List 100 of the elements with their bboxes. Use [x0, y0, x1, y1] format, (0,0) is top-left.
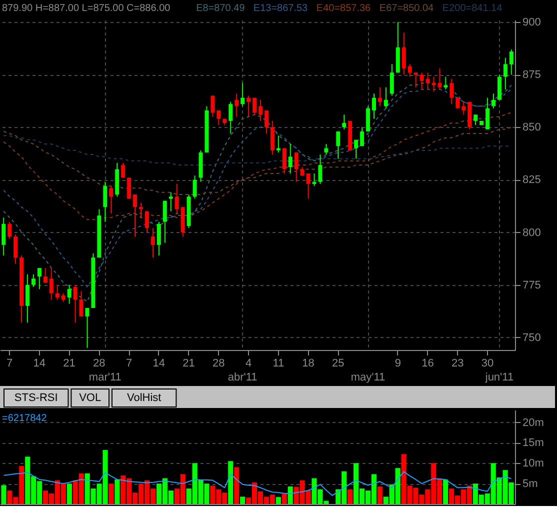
bar: [288, 486, 293, 504]
candlestick: [408, 64, 412, 78]
candlestick: [503, 57, 508, 90]
candlestick: [324, 144, 328, 156]
candlestick: [282, 148, 286, 174]
candlestick: [306, 172, 310, 200]
text: VOL: [79, 392, 102, 404]
x-tick-label: 9: [394, 358, 401, 370]
bar: [66, 484, 72, 504]
y-tick-label: 10m: [522, 458, 544, 470]
y-tick-label: 825: [522, 174, 541, 186]
bar: [276, 497, 281, 504]
candlestick: [509, 48, 514, 76]
candlestick: [67, 284, 72, 304]
candlestick: [360, 126, 364, 147]
candlestick: [378, 86, 382, 107]
candlestick: [210, 95, 215, 118]
candlestick: [372, 93, 376, 120]
candlestick: [144, 210, 149, 233]
candlestick: [294, 152, 298, 182]
candlestick: [450, 78, 454, 105]
x-tick-label: 23: [452, 358, 464, 370]
candlestick: [491, 93, 496, 109]
x-tick-label: mar'11: [88, 372, 122, 384]
text: E8=870.49: [196, 3, 246, 14]
candlestick: [426, 72, 430, 90]
candlestick: [390, 64, 394, 96]
candlestick: [121, 162, 126, 178]
candlestick: [264, 110, 268, 134]
candlestick: [258, 99, 262, 122]
candlestick: [31, 274, 36, 288]
x-tick-label: 21: [63, 358, 76, 370]
x-tick-label: abr'11: [228, 372, 258, 384]
y-tick-label: 750: [522, 332, 541, 344]
candlestick: [336, 130, 340, 160]
candlestick: [25, 274, 30, 324]
x-tick-label: 25: [332, 358, 344, 370]
candlestick: [270, 120, 274, 156]
candlestick: [474, 114, 478, 126]
candlestick: [444, 76, 448, 90]
candlestick: [139, 202, 143, 218]
candlestick: [462, 101, 466, 116]
x-tick-label: 14: [152, 358, 166, 370]
candlestick: [252, 97, 257, 116]
bar: [240, 496, 246, 504]
candlestick: [366, 106, 370, 132]
candlestick: [402, 32, 406, 76]
bar: [348, 489, 353, 504]
candlestick: [354, 139, 358, 160]
candlestick: [85, 307, 90, 348]
line-series: [3, 471, 512, 496]
text: VolHist: [126, 392, 162, 404]
candlestick: [438, 68, 442, 90]
candlestick: [14, 234, 18, 264]
x-tick-label: 30: [481, 358, 494, 370]
x-tick-label: jun'11: [484, 372, 514, 384]
candlestick: [156, 221, 161, 256]
candlestick: [79, 290, 84, 317]
candlestick: [246, 95, 251, 118]
x-tick-label: 14: [33, 358, 46, 370]
candlestick: [43, 268, 48, 284]
candlestick: [497, 74, 502, 100]
bar: [282, 494, 287, 504]
x-tick-label: 7: [126, 358, 132, 370]
bar: [1, 485, 6, 504]
x-tick-label: 28: [212, 358, 225, 370]
candlestick: [312, 172, 316, 187]
text: E40=857.36: [316, 3, 372, 14]
x-tick-label: 18: [302, 358, 314, 370]
y-tick-label: 875: [522, 69, 541, 82]
y-tick-label: 800: [522, 226, 541, 239]
bar: [443, 479, 448, 504]
candlestick: [228, 101, 233, 134]
candlestick: [55, 284, 60, 300]
candlestick: [192, 175, 197, 200]
chart-subtitle: 879.90 H=887.00 L=875.00 C=886.00: [2, 3, 171, 14]
x-tick-label: 11: [272, 358, 284, 370]
candlestick: [276, 135, 280, 153]
candlestick: [432, 76, 436, 92]
candlestick: [8, 221, 12, 240]
candlestick: [384, 86, 388, 109]
text: E67=850.04: [379, 3, 434, 14]
candlestick: [174, 183, 179, 214]
y-tick-label: 900: [522, 16, 541, 29]
candlestick: [342, 114, 346, 130]
candlestick: [2, 217, 6, 256]
candlestick: [73, 284, 78, 324]
text: E13=867.53: [253, 3, 308, 14]
text: =6217842: [2, 413, 48, 424]
bar: [114, 479, 120, 504]
candlestick: [216, 110, 221, 126]
bar: [234, 467, 240, 504]
text: E200=841.14: [442, 3, 503, 14]
candlestick: [288, 144, 292, 174]
candlestick: [486, 97, 490, 130]
y-tick-label: 20m: [522, 416, 544, 429]
candlestick: [318, 154, 322, 184]
y-tick-label: 15m: [522, 437, 544, 450]
x-tick-label: 21: [182, 358, 195, 370]
bar: [108, 484, 114, 504]
